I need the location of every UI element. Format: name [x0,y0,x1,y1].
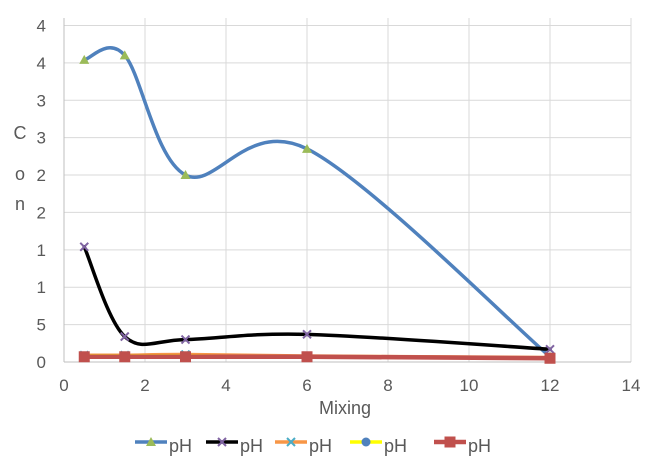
y-axis-title-char-3: n [15,194,25,214]
legend-label: pH [169,436,192,456]
legend-swatch-marker [361,437,371,447]
y-tick-label: 2 [37,203,46,222]
x-tick-label: 8 [383,376,392,395]
axes [63,18,631,363]
y-axis-title-char-2: o [15,164,25,184]
legend-item-5: pH [434,436,491,456]
x-tick-label: 14 [622,376,641,395]
legend-item-3: pH [275,436,332,456]
x-tick-label: 4 [221,376,230,395]
series-2-point [180,334,191,345]
series-2-point [79,242,89,252]
marker-stroke [286,437,296,447]
marker-stroke [302,329,312,340]
x-axis-title: Mixing [319,398,371,418]
series-5-point [119,351,131,363]
legend: pH pH pH pH pH [135,436,491,456]
series-5-point [544,352,556,364]
series-5-point [78,351,90,363]
series-5-point [180,351,191,363]
series-2-point [120,331,130,342]
x-tick-label: 0 [59,376,68,395]
marker-stroke [180,334,191,345]
legend-item-4: pH [350,436,407,456]
marker-stroke [79,242,89,252]
series-5 [78,351,556,364]
marker-stroke [217,437,227,447]
y-tick-label: 1 [37,241,46,260]
legend-swatch-marker [444,436,456,448]
series-1-point [302,143,312,153]
legend-swatch-marker [217,437,227,447]
marker-stroke [120,331,130,342]
legend-item-1: pH [135,436,192,456]
y-tick-label: 3 [37,91,46,110]
y-axis-title: C o n [14,123,27,214]
y-tick-label: 1 [37,278,46,297]
marker-stroke [545,344,555,354]
series-1-point [180,170,191,180]
y-tick-label: 0 [37,353,46,372]
series-1-point [119,50,130,60]
legend-label: pH [468,436,491,456]
legend-swatch-marker [146,437,156,446]
y-tick-label: 5 [37,316,46,335]
x-tick-label: 2 [140,376,149,395]
y-axis-title-char-1: C [14,123,27,143]
legend-label: pH [240,436,263,456]
legend-item-2: pH [206,436,263,456]
x-tick-label: 12 [541,376,560,395]
y-tick-label: 4 [37,54,46,73]
legend-label: pH [384,436,407,456]
y-tick-label: 4 [37,16,46,35]
legend-swatch-marker [286,437,296,447]
y-tick-label: 2 [37,166,46,185]
series-5-line [82,354,553,361]
series-2 [79,242,555,354]
x-tick-label: 10 [460,376,479,395]
series-5-point [301,351,313,363]
series-1-point [79,54,90,64]
series-2-point [545,344,555,354]
series-group [78,46,556,364]
legend-label: pH [309,436,332,456]
x-tick-label: 6 [302,376,311,395]
series-2-point [302,329,312,340]
y-tick-label: 3 [37,129,46,148]
series-2-line [82,245,552,352]
